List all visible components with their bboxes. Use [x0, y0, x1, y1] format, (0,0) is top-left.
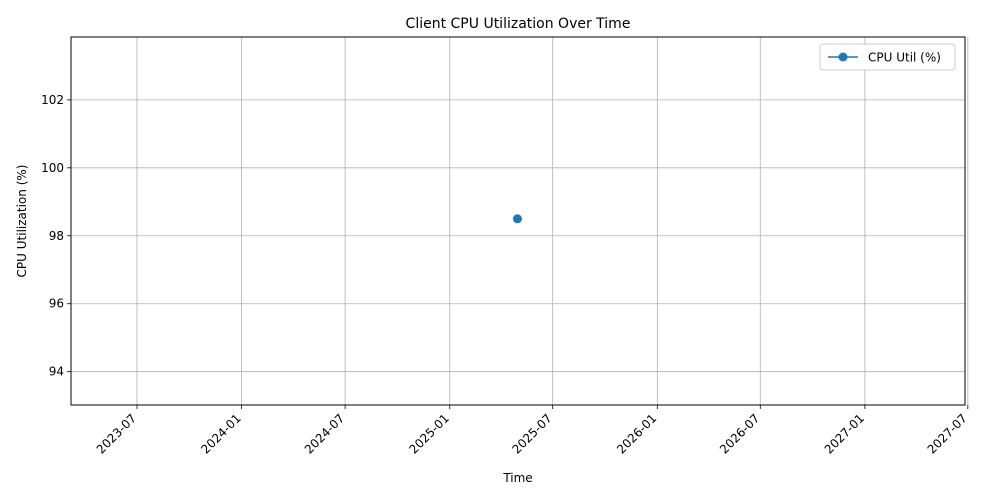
- y-tick-label: 102: [41, 93, 64, 107]
- series-layer: [512, 214, 522, 224]
- y-tick-label: 94: [49, 365, 64, 379]
- y-axis-label: CPU Utilization (%): [15, 165, 29, 278]
- x-axis-label: Time: [502, 471, 532, 485]
- plot-area-frame: [70, 36, 966, 406]
- grid: [71, 37, 969, 405]
- y-axis-ticks: 94 96 98 100 102: [41, 93, 71, 379]
- legend-label: CPU Util (%): [868, 51, 941, 65]
- y-tick-label: 100: [41, 161, 64, 175]
- y-tick-label: 98: [49, 229, 64, 243]
- legend: CPU Util (%): [819, 43, 956, 71]
- legend-marker-swatch: [838, 52, 848, 62]
- legend-box: [819, 43, 956, 71]
- data-point-marker: [512, 214, 522, 224]
- y-tick-label: 96: [49, 297, 64, 311]
- chart-title: Client CPU Utilization Over Time: [406, 16, 631, 32]
